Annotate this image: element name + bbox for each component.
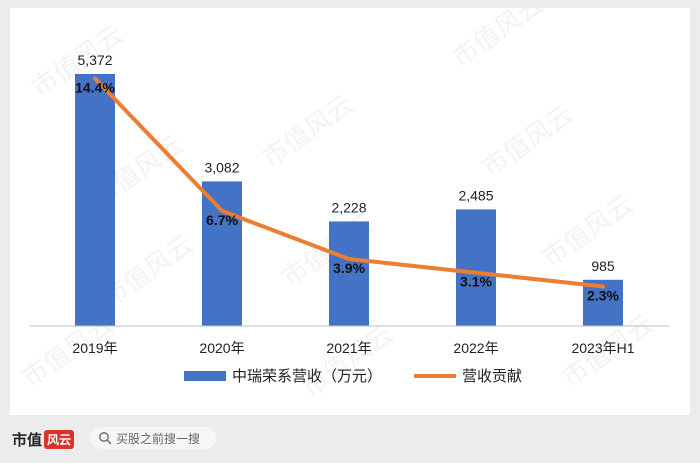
x-axis: 2019年 2020年 2021年 2022年 2023年H1 xyxy=(30,326,670,356)
x-tick-label: 2021年 xyxy=(326,340,371,356)
line-value-label: 3.9% xyxy=(333,260,365,276)
x-tick-label: 2023年H1 xyxy=(571,340,634,356)
footer-bar: 市值 风云 买股之前搜一搜 xyxy=(0,415,700,463)
watermark-text: 市值风云 xyxy=(297,319,399,403)
search-box[interactable]: 买股之前搜一搜 xyxy=(90,427,216,449)
x-tick-label: 2022年 xyxy=(453,340,498,356)
x-tick-label: 2020年 xyxy=(199,340,244,356)
chart-card: 市值风云 市值风云 市值风云 市值风云 市值风云 市值风云 市值风云 市值风云 市值风云 市值风云… xyxy=(10,8,690,415)
bar-value-label: 3,082 xyxy=(204,159,239,175)
brand-text: 市值 xyxy=(12,429,42,450)
watermark-text: 市值风云 xyxy=(447,8,549,74)
legend: 中瑞荣系营收（万元） 营收贡献 xyxy=(184,368,522,385)
bar-0 xyxy=(75,74,115,326)
bar-value-label: 5,372 xyxy=(77,52,112,68)
brand-logo[interactable]: 市值 风云 xyxy=(12,429,74,450)
search-icon xyxy=(98,431,112,445)
bar-1 xyxy=(202,181,242,326)
line-value-label: 14.4% xyxy=(75,80,115,96)
brand-mark: 风云 xyxy=(44,430,74,449)
line-value-label: 6.7% xyxy=(206,212,238,228)
bar-3 xyxy=(456,209,496,326)
watermark-text: 市值风云 xyxy=(477,99,579,183)
legend-label-bar: 中瑞荣系营收（万元） xyxy=(232,368,382,385)
bar-value-label: 985 xyxy=(591,258,615,274)
line-value-label: 2.3% xyxy=(587,287,619,303)
search-placeholder: 买股之前搜一搜 xyxy=(116,430,200,447)
watermark-text: 市值风云 xyxy=(257,89,359,173)
line-value-label: 3.1% xyxy=(460,274,492,290)
legend-label-line: 营收贡献 xyxy=(462,368,522,385)
legend-swatch-bar xyxy=(184,371,226,381)
x-tick-label: 2019年 xyxy=(72,340,117,356)
watermark-text: 市值风云 xyxy=(537,189,639,273)
bar-value-label: 2,228 xyxy=(331,199,366,215)
bar-value-label: 2,485 xyxy=(458,187,493,203)
